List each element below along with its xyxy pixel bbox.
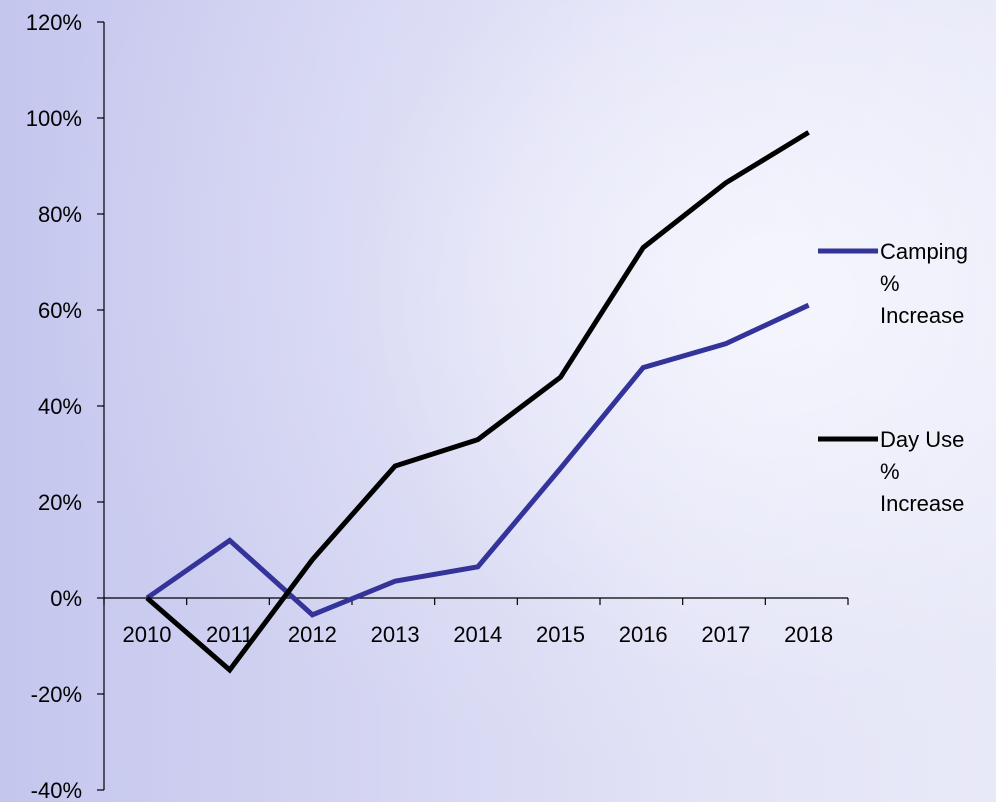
legend-label: Camping [880,239,968,264]
chart-axes [97,21,849,791]
series-line-camping [145,302,810,618]
x-tick-label: 2013 [371,622,420,647]
tick-labels: -40% -20% 0% 20% 40% 60% 80% 100% 120% 2010 2011 20… [26,10,833,802]
y-tick-label: 0% [50,586,82,611]
y-tick-label: -20% [31,682,82,707]
legend-label: Day Use [880,427,964,452]
y-tick-label: 100% [26,106,82,131]
x-tick-label: 2015 [536,622,585,647]
series-line-day-use [145,130,810,674]
y-tick-label: 60% [38,298,82,323]
x-tick-label: 2017 [701,622,750,647]
x-tick-label: 2014 [453,622,502,647]
y-tick-label: 40% [38,394,82,419]
legend-label: % [880,271,900,296]
series-lines [145,130,810,674]
y-tick-label: 80% [38,202,82,227]
legend: Camping% Increase Day Use% Increase [818,239,968,516]
y-tick-label: 120% [26,10,82,35]
x-tick-label: 2018 [784,622,833,647]
y-tick-label: 20% [38,490,82,515]
legend-label: Increase [880,491,964,516]
x-tick-label: 2016 [619,622,668,647]
legend-label: Increase [880,303,964,328]
x-tick-label: 2012 [288,622,337,647]
x-tick-label: 2011 [206,622,253,647]
y-tick-label: -40% [31,778,82,802]
x-tick-label: 2010 [123,622,172,647]
legend-label: % [880,459,900,484]
